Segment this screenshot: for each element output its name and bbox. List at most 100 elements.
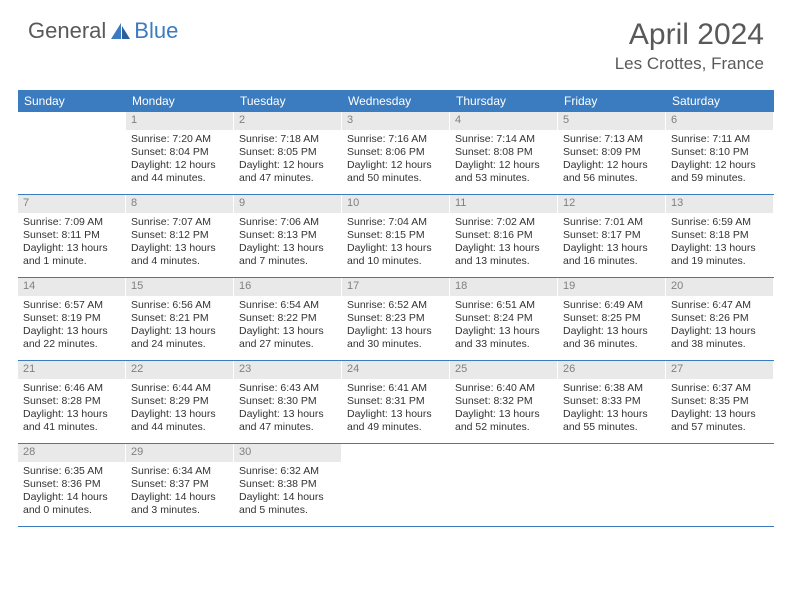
day-number: 6 — [666, 112, 774, 130]
weekday-header-row: SundayMondayTuesdayWednesdayThursdayFrid… — [18, 90, 774, 112]
day-details: Sunrise: 6:49 AMSunset: 8:25 PMDaylight:… — [558, 296, 666, 356]
calendar-day: 9Sunrise: 7:06 AMSunset: 8:13 PMDaylight… — [234, 195, 342, 277]
day-number: 20 — [666, 278, 774, 296]
sunset-text: Sunset: 8:16 PM — [455, 229, 553, 242]
sunset-text: Sunset: 8:23 PM — [347, 312, 445, 325]
sunset-text: Sunset: 8:13 PM — [239, 229, 337, 242]
weekday-header: Thursday — [450, 90, 558, 112]
daylight-text: Daylight: 12 hours and 56 minutes. — [563, 159, 661, 185]
sunrise-text: Sunrise: 7:01 AM — [563, 216, 661, 229]
calendar-day: 28Sunrise: 6:35 AMSunset: 8:36 PMDayligh… — [18, 444, 126, 526]
calendar-day — [450, 444, 558, 526]
sunset-text: Sunset: 8:32 PM — [455, 395, 553, 408]
calendar-day: 26Sunrise: 6:38 AMSunset: 8:33 PMDayligh… — [558, 361, 666, 443]
daylight-text: Daylight: 13 hours and 41 minutes. — [23, 408, 121, 434]
calendar-day: 5Sunrise: 7:13 AMSunset: 8:09 PMDaylight… — [558, 112, 666, 194]
header: General Blue April 2024 Les Crottes, Fra… — [0, 0, 792, 82]
daylight-text: Daylight: 13 hours and 7 minutes. — [239, 242, 337, 268]
sunrise-text: Sunrise: 7:20 AM — [131, 133, 229, 146]
day-details: Sunrise: 7:13 AMSunset: 8:09 PMDaylight:… — [558, 130, 666, 190]
calendar-day: 1Sunrise: 7:20 AMSunset: 8:04 PMDaylight… — [126, 112, 234, 194]
day-number: 22 — [126, 361, 234, 379]
calendar-week: 21Sunrise: 6:46 AMSunset: 8:28 PMDayligh… — [18, 361, 774, 444]
sunrise-text: Sunrise: 6:44 AM — [131, 382, 229, 395]
day-details: Sunrise: 6:56 AMSunset: 8:21 PMDaylight:… — [126, 296, 234, 356]
sunset-text: Sunset: 8:30 PM — [239, 395, 337, 408]
calendar-day — [18, 112, 126, 194]
daylight-text: Daylight: 13 hours and 36 minutes. — [563, 325, 661, 351]
day-number — [666, 444, 774, 462]
day-number: 16 — [234, 278, 342, 296]
weekday-header: Saturday — [666, 90, 774, 112]
sunrise-text: Sunrise: 6:52 AM — [347, 299, 445, 312]
sunrise-text: Sunrise: 6:46 AM — [23, 382, 121, 395]
sunset-text: Sunset: 8:35 PM — [671, 395, 769, 408]
sunrise-text: Sunrise: 6:49 AM — [563, 299, 661, 312]
day-number: 15 — [126, 278, 234, 296]
day-number: 18 — [450, 278, 558, 296]
sunset-text: Sunset: 8:37 PM — [131, 478, 229, 491]
day-details: Sunrise: 7:01 AMSunset: 8:17 PMDaylight:… — [558, 213, 666, 273]
sunset-text: Sunset: 8:10 PM — [671, 146, 769, 159]
sunset-text: Sunset: 8:05 PM — [239, 146, 337, 159]
calendar-day: 6Sunrise: 7:11 AMSunset: 8:10 PMDaylight… — [666, 112, 774, 194]
day-details: Sunrise: 6:51 AMSunset: 8:24 PMDaylight:… — [450, 296, 558, 356]
daylight-text: Daylight: 12 hours and 59 minutes. — [671, 159, 769, 185]
day-number: 21 — [18, 361, 126, 379]
day-number: 8 — [126, 195, 234, 213]
day-number — [450, 444, 558, 462]
calendar-week: 7Sunrise: 7:09 AMSunset: 8:11 PMDaylight… — [18, 195, 774, 278]
sunset-text: Sunset: 8:31 PM — [347, 395, 445, 408]
day-number: 17 — [342, 278, 450, 296]
sunrise-text: Sunrise: 6:32 AM — [239, 465, 337, 478]
daylight-text: Daylight: 13 hours and 4 minutes. — [131, 242, 229, 268]
day-number: 2 — [234, 112, 342, 130]
sunrise-text: Sunrise: 6:40 AM — [455, 382, 553, 395]
day-details: Sunrise: 6:47 AMSunset: 8:26 PMDaylight:… — [666, 296, 774, 356]
sunset-text: Sunset: 8:08 PM — [455, 146, 553, 159]
daylight-text: Daylight: 12 hours and 50 minutes. — [347, 159, 445, 185]
calendar-day: 24Sunrise: 6:41 AMSunset: 8:31 PMDayligh… — [342, 361, 450, 443]
day-details: Sunrise: 6:57 AMSunset: 8:19 PMDaylight:… — [18, 296, 126, 356]
day-number: 14 — [18, 278, 126, 296]
sunrise-text: Sunrise: 7:09 AM — [23, 216, 121, 229]
sunrise-text: Sunrise: 6:47 AM — [671, 299, 769, 312]
weekday-header: Monday — [126, 90, 234, 112]
daylight-text: Daylight: 13 hours and 19 minutes. — [671, 242, 769, 268]
calendar-day: 12Sunrise: 7:01 AMSunset: 8:17 PMDayligh… — [558, 195, 666, 277]
sunset-text: Sunset: 8:15 PM — [347, 229, 445, 242]
daylight-text: Daylight: 12 hours and 44 minutes. — [131, 159, 229, 185]
daylight-text: Daylight: 13 hours and 24 minutes. — [131, 325, 229, 351]
day-details: Sunrise: 6:54 AMSunset: 8:22 PMDaylight:… — [234, 296, 342, 356]
daylight-text: Daylight: 13 hours and 52 minutes. — [455, 408, 553, 434]
day-number — [18, 112, 126, 130]
calendar-day: 2Sunrise: 7:18 AMSunset: 8:05 PMDaylight… — [234, 112, 342, 194]
day-number: 10 — [342, 195, 450, 213]
day-details: Sunrise: 6:46 AMSunset: 8:28 PMDaylight:… — [18, 379, 126, 439]
weekday-header: Tuesday — [234, 90, 342, 112]
month-title: April 2024 — [615, 18, 764, 52]
daylight-text: Daylight: 13 hours and 33 minutes. — [455, 325, 553, 351]
sunrise-text: Sunrise: 7:02 AM — [455, 216, 553, 229]
day-details: Sunrise: 6:35 AMSunset: 8:36 PMDaylight:… — [18, 462, 126, 522]
sunrise-text: Sunrise: 6:41 AM — [347, 382, 445, 395]
title-block: April 2024 Les Crottes, France — [615, 18, 764, 74]
calendar-day: 4Sunrise: 7:14 AMSunset: 8:08 PMDaylight… — [450, 112, 558, 194]
day-details: Sunrise: 7:04 AMSunset: 8:15 PMDaylight:… — [342, 213, 450, 273]
calendar-body: 1Sunrise: 7:20 AMSunset: 8:04 PMDaylight… — [18, 112, 774, 527]
calendar-week: 1Sunrise: 7:20 AMSunset: 8:04 PMDaylight… — [18, 112, 774, 195]
day-details: Sunrise: 7:14 AMSunset: 8:08 PMDaylight:… — [450, 130, 558, 190]
calendar-day: 18Sunrise: 6:51 AMSunset: 8:24 PMDayligh… — [450, 278, 558, 360]
calendar-day: 19Sunrise: 6:49 AMSunset: 8:25 PMDayligh… — [558, 278, 666, 360]
sunrise-text: Sunrise: 7:13 AM — [563, 133, 661, 146]
calendar-day: 25Sunrise: 6:40 AMSunset: 8:32 PMDayligh… — [450, 361, 558, 443]
day-details: Sunrise: 6:59 AMSunset: 8:18 PMDaylight:… — [666, 213, 774, 273]
calendar-day — [558, 444, 666, 526]
day-details: Sunrise: 6:38 AMSunset: 8:33 PMDaylight:… — [558, 379, 666, 439]
sunrise-text: Sunrise: 6:59 AM — [671, 216, 769, 229]
day-number — [342, 444, 450, 462]
day-number: 27 — [666, 361, 774, 379]
calendar-day: 27Sunrise: 6:37 AMSunset: 8:35 PMDayligh… — [666, 361, 774, 443]
day-number: 13 — [666, 195, 774, 213]
daylight-text: Daylight: 12 hours and 53 minutes. — [455, 159, 553, 185]
